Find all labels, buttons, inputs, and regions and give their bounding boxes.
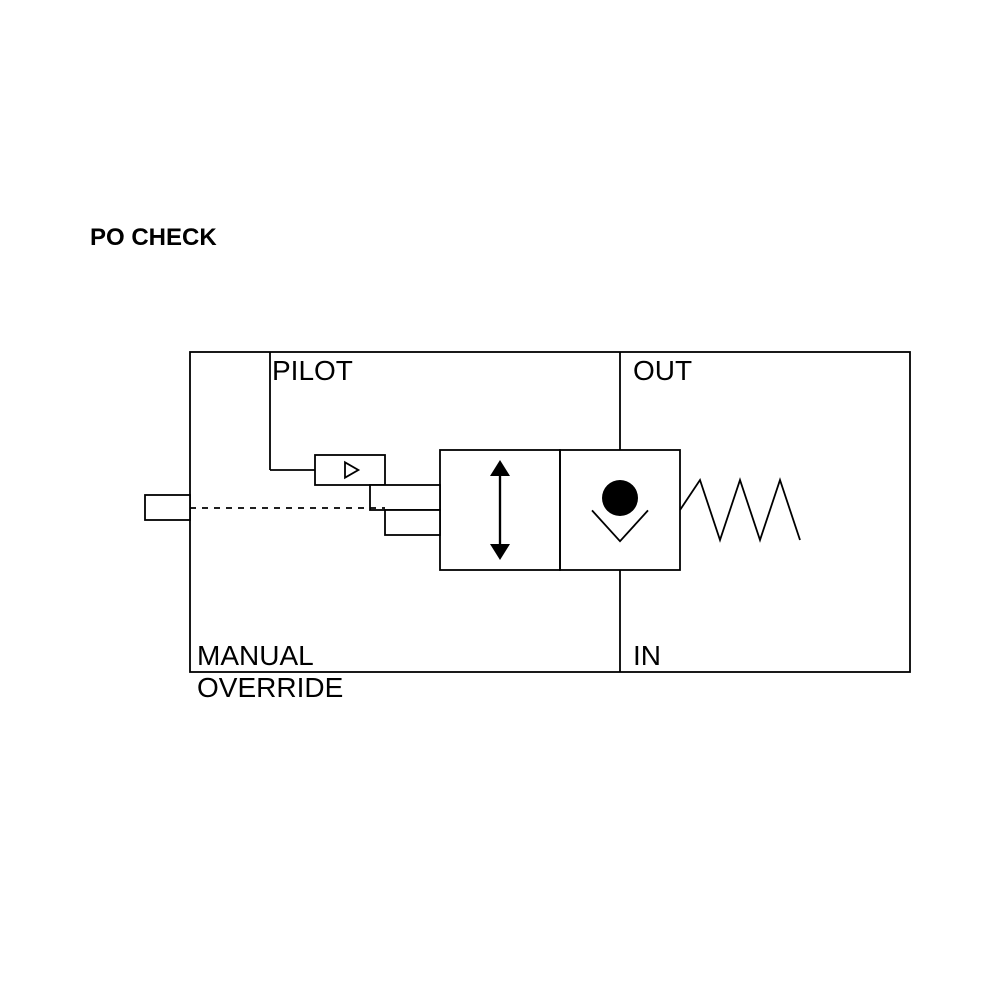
outer-enclosure [190,352,910,672]
spring-icon [680,480,800,540]
label-pilot: PILOT [272,355,353,386]
label-in: IN [633,640,661,671]
label-manual-override-2: OVERRIDE [197,672,343,703]
manual-override-stub [145,495,190,520]
hydraulic-schematic: PO CHECK PILOT OUT IN MANUAL OVERRIDE [0,0,1000,1000]
label-out: OUT [633,355,692,386]
pilot-operator-box [315,455,385,485]
diagram-title: PO CHECK [90,224,217,251]
double-arrow-icon [490,460,510,560]
check-valve-ball [602,480,638,516]
label-manual-override-1: MANUAL [197,640,314,671]
actuator-box-upper [370,485,440,510]
pilot-triangle-icon [345,462,358,477]
actuator-box-lower [385,510,440,535]
